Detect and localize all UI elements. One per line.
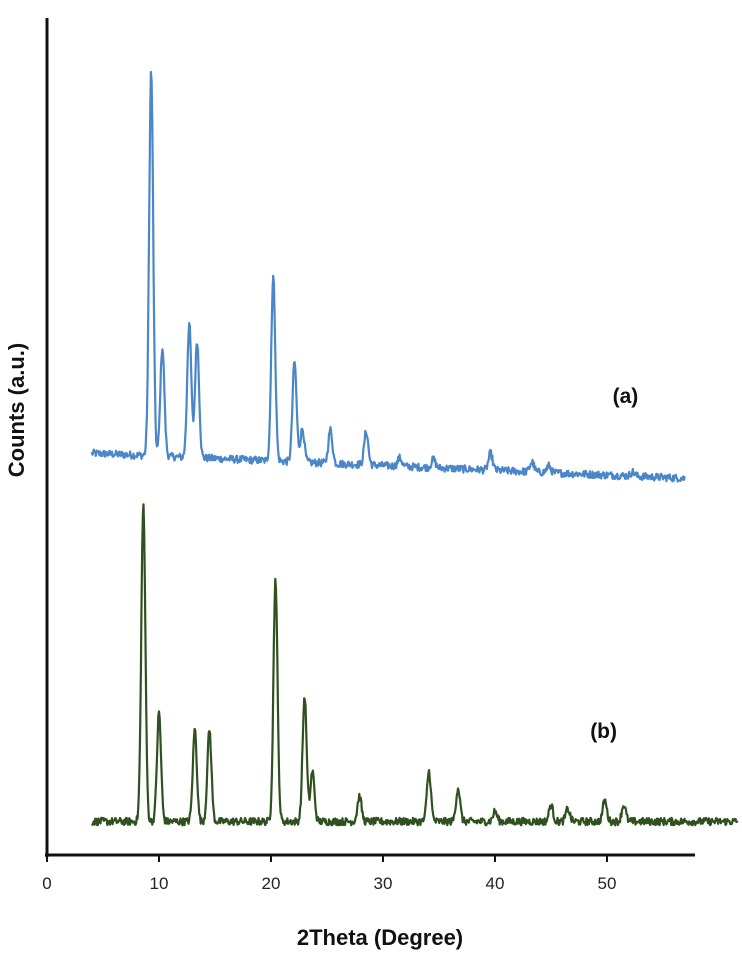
x-tick-label: 20 — [262, 874, 281, 893]
series-group — [90, 70, 739, 827]
series-line-a — [90, 70, 686, 483]
x-tick-label: 50 — [598, 874, 617, 893]
x-axis-title: 2Theta (Degree) — [297, 925, 463, 950]
series-label-a: (a) — [613, 385, 639, 408]
x-tick-label: 0 — [42, 874, 51, 893]
series-label-b: (b) — [590, 720, 617, 743]
x-tick-label: 40 — [486, 874, 505, 893]
y-axis-title: Counts (a.u.) — [4, 343, 29, 477]
x-tick-label: 10 — [150, 874, 169, 893]
x-tick-label-group: 0 10 20 30 40 50 — [42, 874, 616, 893]
x-tick-label: 30 — [374, 874, 393, 893]
series-line-b — [90, 503, 739, 827]
series-label-group: (a) (b) — [590, 385, 638, 743]
